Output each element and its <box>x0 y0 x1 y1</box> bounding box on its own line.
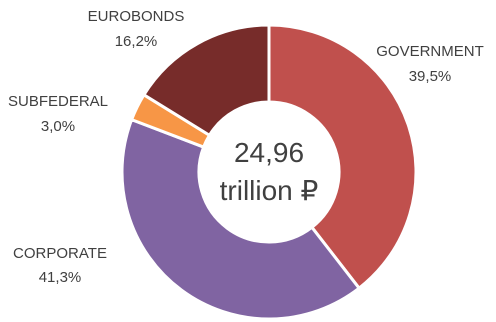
slice-eurobonds <box>141 23 271 138</box>
slice-government <box>267 23 418 291</box>
center-value: 24,96 <box>234 137 304 168</box>
slice-label-name: EUROBONDS <box>88 8 185 25</box>
slice-corporate <box>120 117 362 321</box>
slice-label-percent: 41,3% <box>39 269 82 286</box>
slices-group <box>120 23 418 321</box>
center-unit: trillion ₽ <box>220 175 319 206</box>
slice-label-percent: 3,0% <box>41 118 75 135</box>
slice-label-percent: 39,5% <box>409 68 452 85</box>
slice-label-name: CORPORATE <box>13 245 107 262</box>
slice-label-percent: 16,2% <box>115 33 158 50</box>
slice-label-name: GOVERNMENT <box>376 43 484 60</box>
slice-label-name: SUBFEDERAL <box>8 93 108 110</box>
